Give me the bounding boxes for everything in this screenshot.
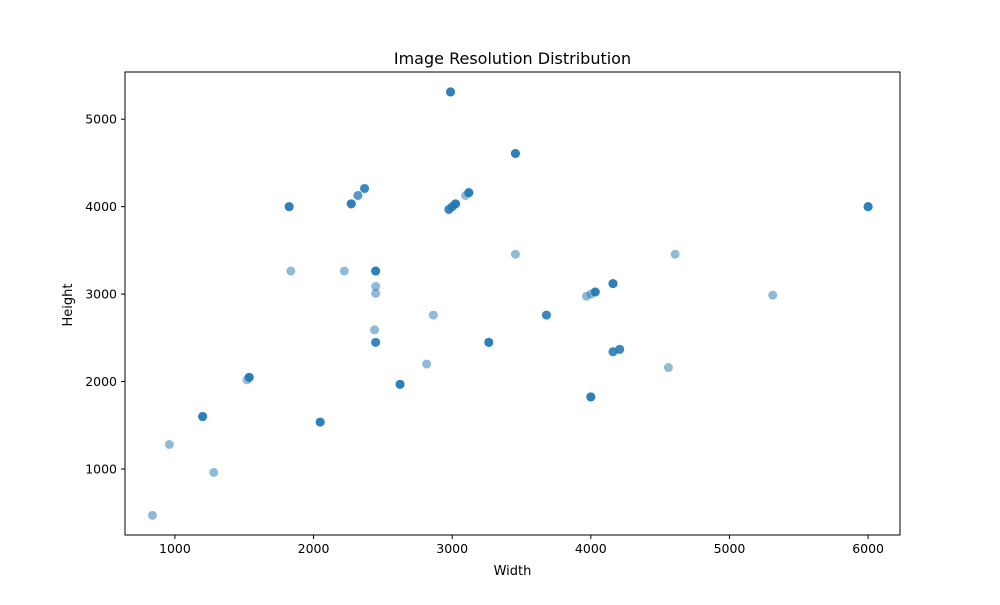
data-point	[165, 440, 174, 449]
data-point	[371, 267, 380, 276]
ticks-layer: 1000 2000 3000 4000 5000 6000 1000 2000 3000 4000…	[85, 112, 884, 556]
x-tick-label: 1000	[159, 541, 191, 556]
plot-frame	[125, 72, 900, 535]
data-point	[542, 311, 551, 320]
data-point	[464, 188, 473, 197]
points-layer	[148, 87, 873, 519]
y-tick-label: 1000	[85, 461, 117, 476]
chart-title: Image Resolution Distribution	[394, 49, 631, 68]
x-axis-label: Width	[494, 564, 532, 579]
data-point	[286, 267, 295, 276]
data-point	[396, 380, 405, 389]
x-tick-label: 5000	[714, 541, 746, 556]
data-point	[511, 149, 520, 158]
data-point	[586, 392, 595, 401]
data-point	[609, 279, 618, 288]
x-tick-label: 3000	[436, 541, 468, 556]
data-point	[422, 360, 431, 369]
data-point	[209, 468, 218, 477]
data-point	[484, 338, 493, 347]
data-point	[671, 250, 680, 259]
data-point	[353, 191, 362, 200]
data-point	[370, 325, 379, 334]
y-tick-label: 5000	[85, 112, 117, 127]
data-point	[285, 202, 294, 211]
x-tick-label: 4000	[575, 541, 607, 556]
y-tick-label: 4000	[85, 199, 117, 214]
data-point	[347, 199, 356, 208]
data-point	[371, 289, 380, 298]
x-tick-label: 6000	[852, 541, 884, 556]
data-point	[446, 87, 455, 96]
y-axis-label: Height	[61, 284, 76, 327]
data-point	[198, 412, 207, 421]
data-point	[340, 267, 349, 276]
data-point	[864, 202, 873, 211]
data-point	[615, 345, 624, 354]
data-point	[664, 363, 673, 372]
y-tick-label: 3000	[85, 287, 117, 302]
data-point	[768, 291, 777, 300]
data-point	[371, 338, 380, 347]
data-point	[316, 418, 325, 427]
data-point	[591, 288, 600, 297]
data-point	[245, 373, 254, 382]
data-point	[451, 199, 460, 208]
data-point	[148, 511, 157, 520]
data-point	[429, 311, 438, 320]
x-tick-label: 2000	[298, 541, 330, 556]
data-point	[360, 184, 369, 193]
y-tick-label: 2000	[85, 374, 117, 389]
data-point	[511, 250, 520, 259]
